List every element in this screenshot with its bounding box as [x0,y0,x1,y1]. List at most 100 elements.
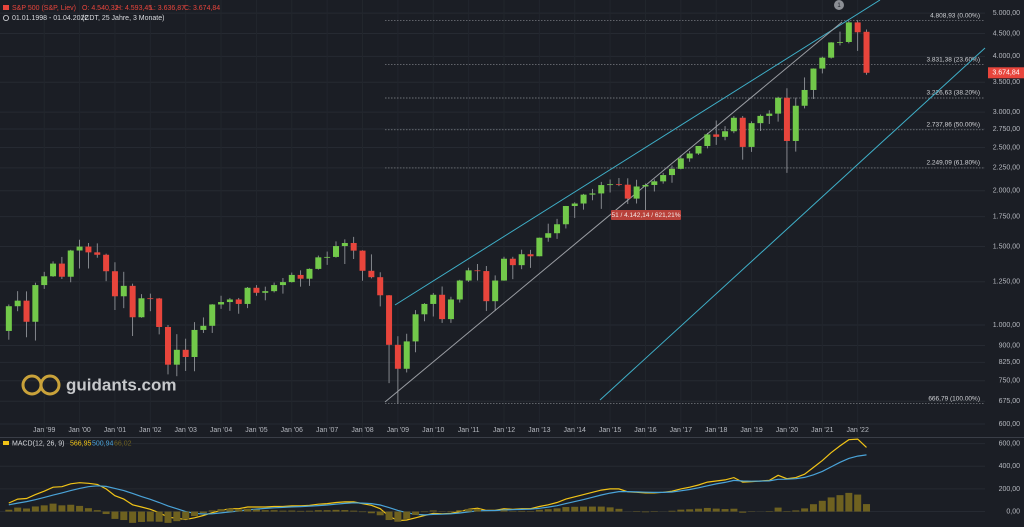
histogram-bar [367,511,375,514]
logo-ring [39,374,61,396]
event-marker-label: 1 [837,3,841,9]
x-tick-label: Jan '21 [811,427,833,434]
histogram-bar [332,509,340,512]
x-tick-label: Jan '03 [175,427,197,434]
histogram-bar [818,500,826,512]
candle-body [368,270,375,278]
candle-body [50,263,57,277]
candle-body [156,298,163,327]
histogram-bar [49,503,57,512]
histogram-bar [827,497,835,512]
candle-body [288,274,295,283]
histogram-bar [606,507,614,512]
x-tick-label: Jan '15 [599,427,621,434]
histogram-bar [774,507,782,512]
grid-layer [0,12,985,513]
histogram-bar [137,511,145,522]
y-tick-label: 5.000,00 [993,10,1020,17]
candle-body [836,41,843,43]
x-tick-label: Jan '19 [740,427,762,434]
candle-body [757,115,764,124]
x-tick-label: Jan '10 [422,427,444,434]
macd-layer [5,438,871,523]
candle-body [456,280,463,300]
histogram-bar [279,510,287,512]
histogram-bar [535,509,543,512]
candle-body [235,299,242,304]
fib-label: 2.249,09 (61.80%) [927,160,980,167]
histogram-bar [341,510,349,512]
histogram-bar [199,511,207,514]
candle-body [739,117,746,147]
indicator-line [8,454,867,516]
candle-body [41,276,48,286]
histogram-bar [76,505,84,512]
histogram-bar [518,510,526,512]
candle-body [332,246,339,257]
y-tick-label: 0,00 [1006,508,1020,515]
last-price-tag [988,67,1024,79]
candle-body [483,271,490,302]
x-tick-label: Jan '06 [281,427,303,434]
histogram-bar [394,511,402,522]
candle-body [350,242,357,251]
y-tick-label: 900,00 [999,342,1021,349]
ohlc-open: O: 4.540,32 [82,5,119,12]
histogram-bar [208,510,216,512]
histogram-bar [261,510,269,512]
candle-body [138,298,145,318]
candle-body [819,57,826,69]
histogram-bar [288,510,296,512]
candle-body [783,97,790,141]
fib-label: 3.831,38 (23.60%) [927,56,980,63]
histogram-bar [40,505,48,512]
histogram-bar [58,505,66,512]
y-tick-label: 4.000,00 [993,53,1020,60]
candles-layer [5,20,870,404]
candle-body [686,153,693,159]
histogram-bar [456,510,464,512]
y-tick-label: 400,00 [999,463,1021,470]
candle-body [730,117,737,132]
histogram-bar [252,509,260,512]
candle-body [306,268,313,279]
candle-body [164,326,171,365]
candle-body [23,300,30,322]
histogram-bar [420,511,428,513]
histogram-bar [712,508,720,512]
histogram-bar [429,510,437,512]
candle-body [828,42,835,58]
event-marker[interactable] [834,0,844,10]
candle-body [341,242,348,247]
y-tick-label: 1.750,00 [993,213,1020,220]
x-tick-label: Jan '09 [387,427,409,434]
histogram-bar [111,511,119,519]
candle-body [386,295,393,345]
histogram-bar [270,510,278,512]
candle-body [713,134,720,137]
candle-body [58,263,65,277]
candle-body [439,294,446,320]
candle-body [279,282,286,286]
candle-body [324,256,331,258]
period-note: (CDT, 25 Jahre, 3 Monate) [82,15,164,22]
histogram-bar [544,509,552,512]
candle-body [801,89,808,106]
x-tick-label: Jan '99 [33,427,55,434]
histogram-bar [854,494,862,512]
histogram-bar [182,511,190,520]
candle-body [642,184,649,187]
histogram-bar [67,504,75,512]
logo: guidants.com [21,374,177,396]
histogram-bar [809,504,817,512]
histogram-bar [314,510,322,512]
candle-body [315,257,322,269]
histogram-bar [863,504,871,512]
histogram-bar [93,510,101,512]
y-tick-label: 825,00 [999,359,1021,366]
candle-body [562,206,569,225]
x-tick-label: Jan '14 [564,427,586,434]
instrument-title: S&P 500 (S&P, Liev) [12,5,76,12]
histogram-bar [553,508,561,512]
